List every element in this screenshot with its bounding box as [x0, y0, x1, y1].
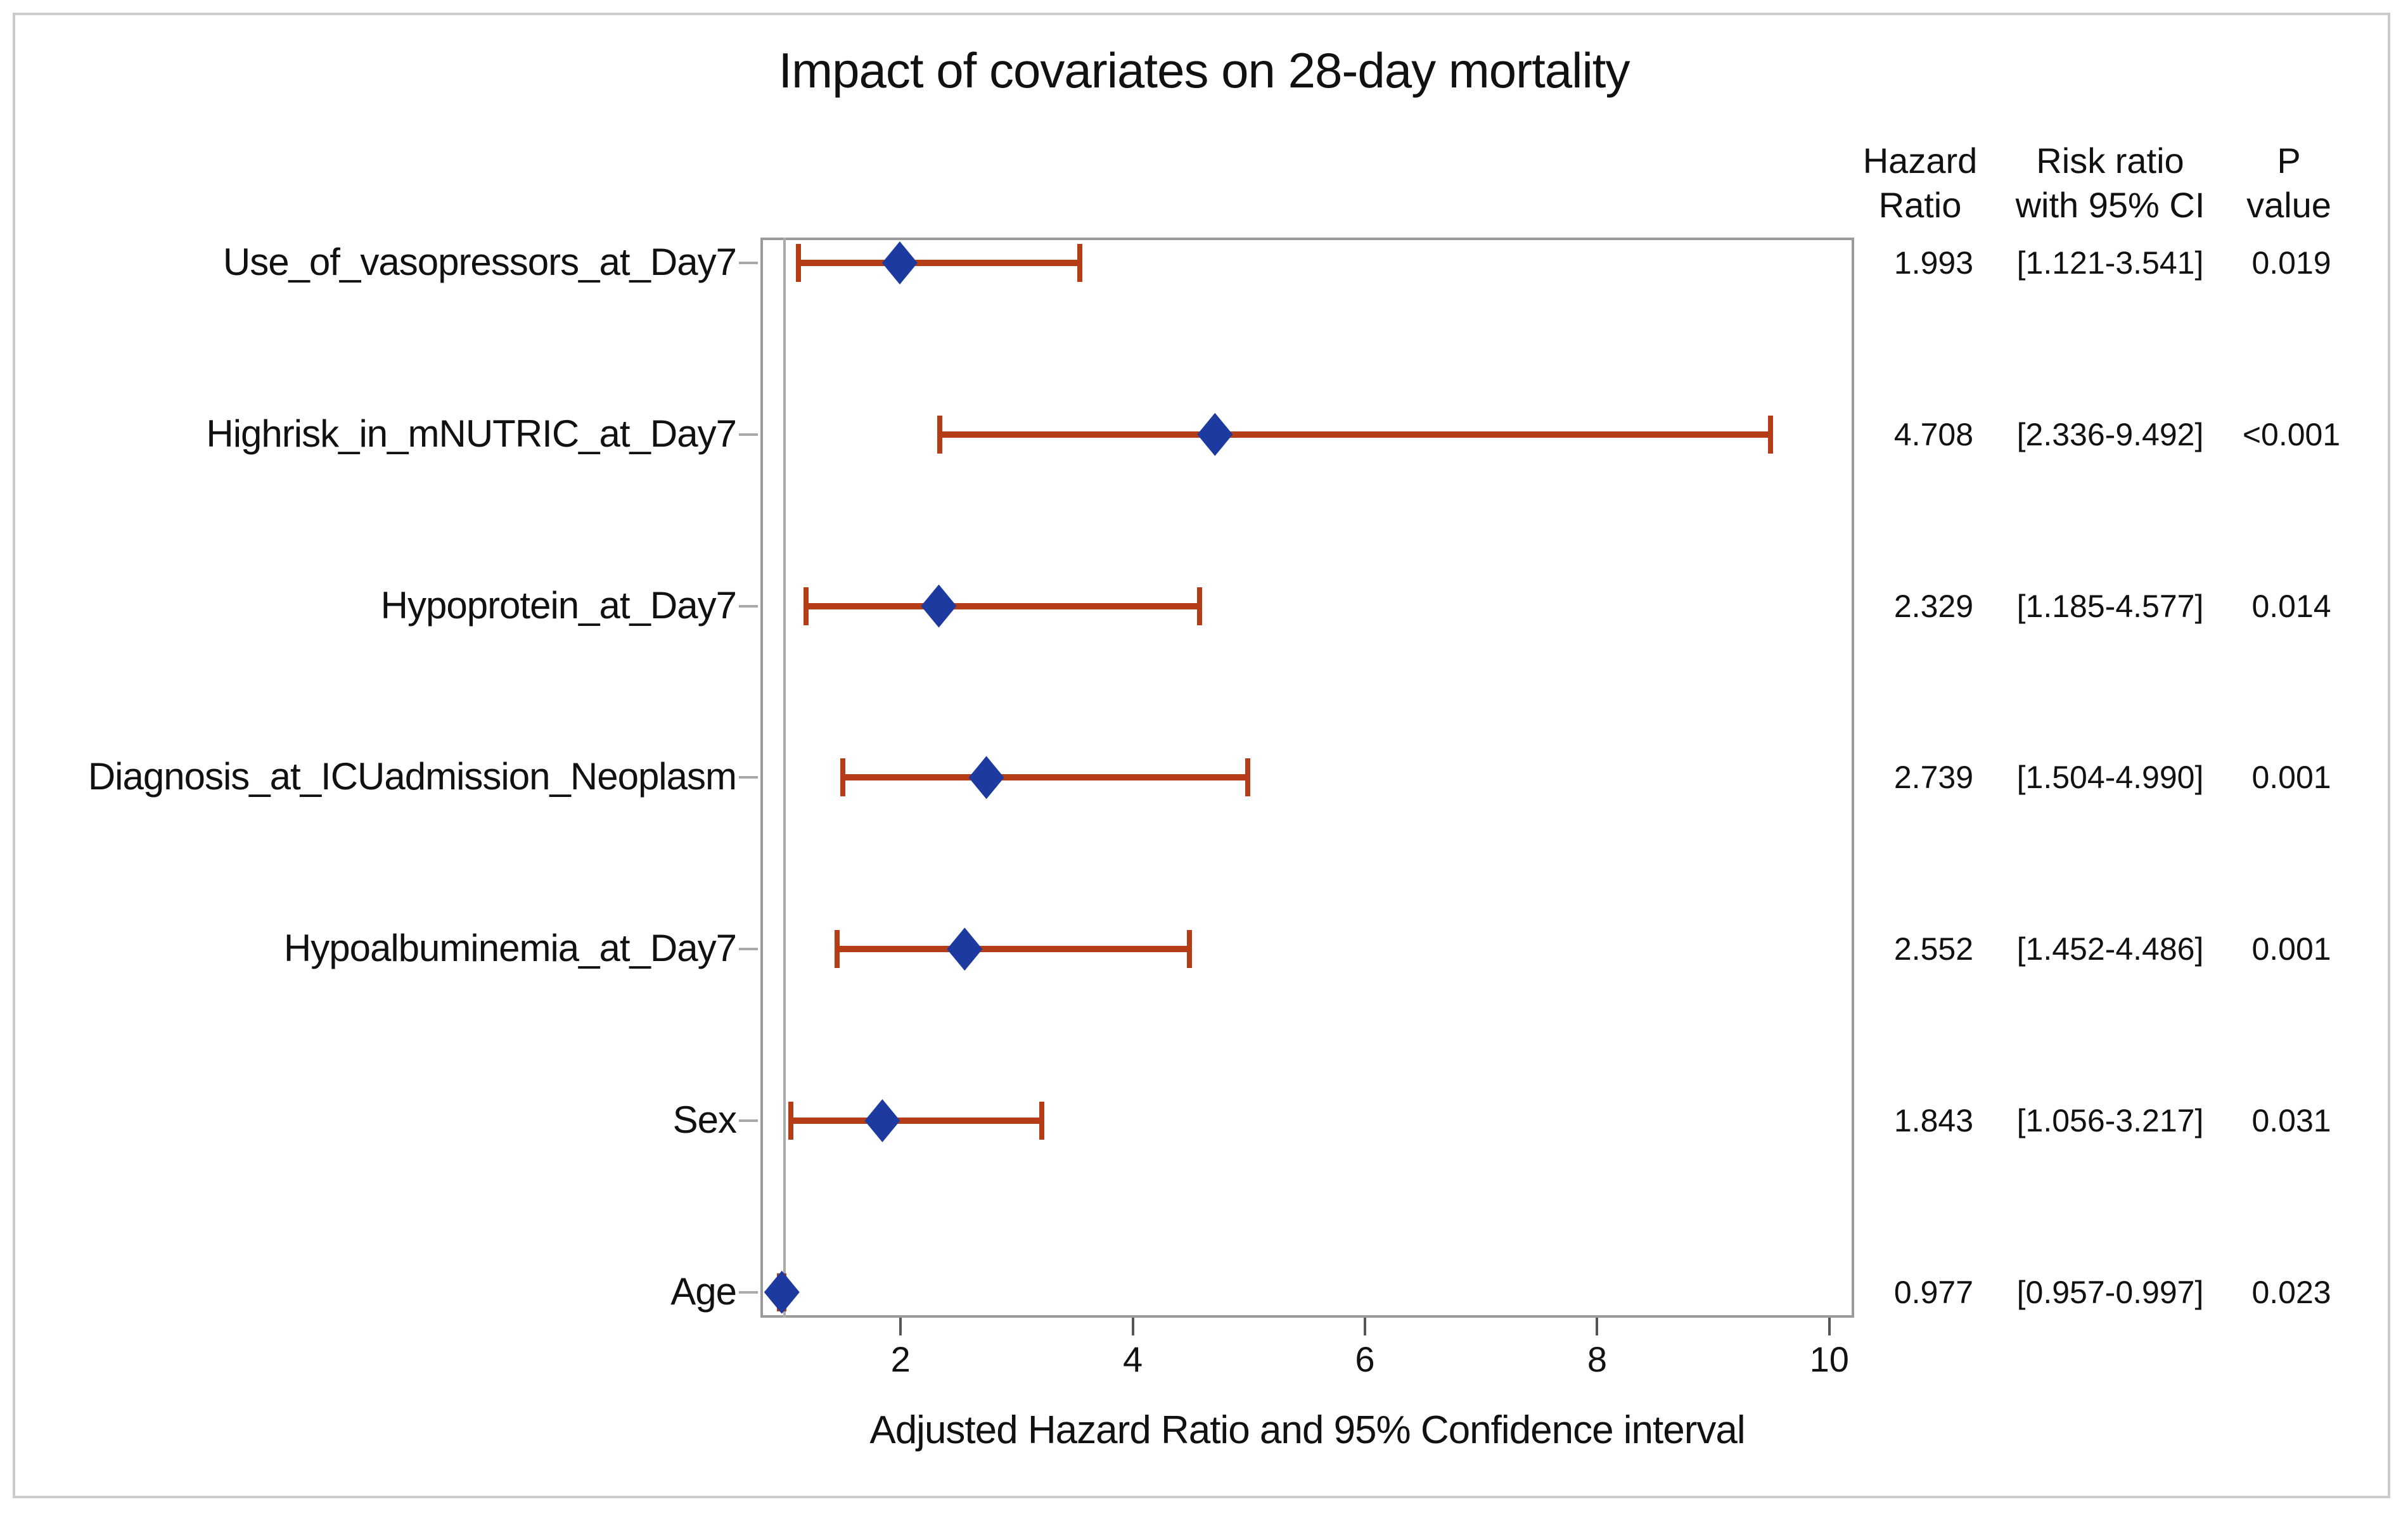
p-value: 0.001	[2251, 760, 2331, 796]
y-tick	[739, 776, 758, 779]
row-label: Sex	[672, 1099, 737, 1142]
confidence-interval-bar	[939, 431, 1771, 438]
x-tick-label: 10	[1809, 1339, 1849, 1379]
risk-ratio-ci-value: [1.504-4.990]	[2016, 760, 2204, 796]
column-header-risk-ratio-line1: Risk ratio	[2036, 141, 2184, 181]
x-tick-label: 6	[1355, 1339, 1375, 1379]
row-label: Use_of_vasopressors_at_Day7	[222, 241, 737, 284]
ci-cap-right	[1186, 930, 1192, 969]
y-tick	[739, 262, 758, 264]
x-tick	[899, 1318, 902, 1335]
hazard-ratio-value: 2.329	[1893, 588, 1973, 624]
ci-cap-right	[1077, 244, 1082, 282]
p-value: 0.023	[2251, 1274, 2331, 1310]
x-tick-label: 4	[1123, 1339, 1143, 1379]
ci-cap-left	[788, 1102, 794, 1140]
y-tick	[739, 1290, 758, 1294]
y-tick	[739, 1119, 758, 1122]
hazard-ratio-value: 2.739	[1893, 760, 1973, 796]
row-label: Age	[670, 1270, 737, 1313]
ci-cap-left	[937, 415, 942, 454]
hazard-ratio-value: 1.993	[1893, 245, 1973, 281]
x-tick	[1364, 1318, 1366, 1335]
x-tick	[1828, 1318, 1831, 1335]
x-axis-label: Adjusted Hazard Ratio and 95% Confidence…	[869, 1408, 1745, 1452]
confidence-interval-bar	[805, 602, 1200, 609]
p-value: 0.001	[2251, 931, 2331, 967]
ci-cap-right	[1767, 415, 1773, 454]
confidence-interval-bar	[843, 774, 1248, 781]
ci-cap-right	[1197, 587, 1203, 625]
hazard-ratio-value: 2.552	[1893, 931, 1973, 967]
p-value: 0.031	[2251, 1103, 2331, 1138]
y-tick	[739, 604, 758, 608]
column-header-p-value-line1: P	[2277, 141, 2301, 181]
chart-title: Impact of covariates on 28-day mortality	[778, 42, 1630, 98]
row-label: Highrisk_in_mNUTRIC_at_Day7	[206, 412, 737, 455]
confidence-interval-bar	[791, 1118, 1042, 1124]
ci-cap-right	[1245, 758, 1250, 797]
hazard-ratio-value: 1.843	[1893, 1103, 1973, 1138]
column-header-hazard-ratio-line1: Hazard	[1862, 141, 1978, 181]
row-label: Hypoalbuminemia_at_Day7	[283, 927, 737, 970]
hazard-ratio-value: 0.977	[1893, 1274, 1973, 1310]
risk-ratio-ci-value: [1.121-3.541]	[2016, 245, 2204, 281]
risk-ratio-ci-value: [1.452-4.486]	[2016, 931, 2204, 967]
p-value: <0.001	[2242, 416, 2341, 452]
x-tick-label: 8	[1587, 1339, 1607, 1379]
ci-cap-right	[1039, 1102, 1045, 1140]
hazard-ratio-value: 4.708	[1893, 416, 1973, 452]
figure-border-frame	[13, 13, 2390, 1498]
confidence-interval-bar	[798, 260, 1080, 266]
row-label: Hypoprotein_at_Day7	[380, 583, 737, 627]
x-tick	[1596, 1318, 1599, 1335]
ci-cap-left	[803, 587, 809, 625]
y-tick	[739, 433, 758, 436]
confidence-interval-bar	[836, 946, 1189, 953]
ci-cap-left	[840, 758, 846, 797]
reference-line	[783, 238, 786, 1318]
risk-ratio-ci-value: [2.336-9.492]	[2016, 416, 2204, 452]
y-tick	[739, 948, 758, 951]
x-tick	[1131, 1318, 1134, 1335]
x-tick-label: 2	[890, 1339, 911, 1379]
p-value: 0.014	[2251, 588, 2331, 624]
column-header-risk-ratio-line2: with 95% CI	[2015, 185, 2205, 225]
ci-cap-left	[834, 930, 840, 969]
column-header-hazard-ratio-line2: Ratio	[1878, 185, 1962, 225]
row-label: Diagnosis_at_ICUadmission_Neoplasm	[87, 755, 737, 798]
risk-ratio-ci-value: [1.185-4.577]	[2016, 588, 2204, 624]
ci-cap-left	[796, 244, 802, 282]
risk-ratio-ci-value: [1.056-3.217]	[2016, 1103, 2204, 1138]
p-value: 0.019	[2251, 245, 2331, 281]
column-header-p-value-line2: value	[2246, 185, 2331, 225]
risk-ratio-ci-value: [0.957-0.997]	[2016, 1274, 2204, 1310]
